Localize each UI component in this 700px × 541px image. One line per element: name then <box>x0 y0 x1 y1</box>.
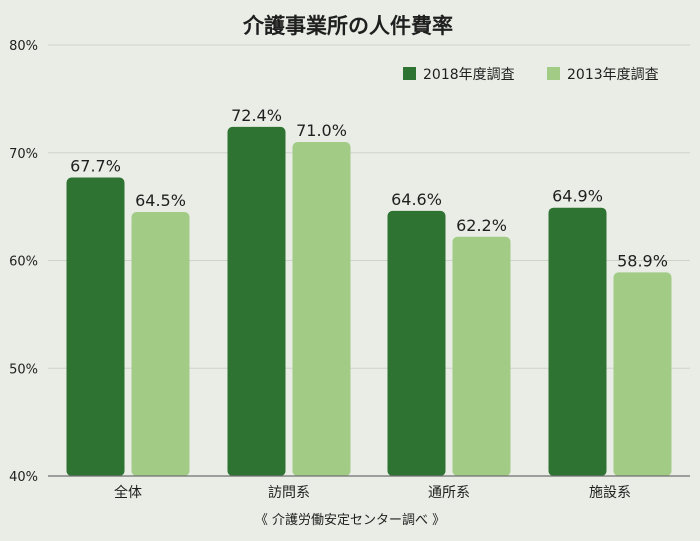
data-label: 67.7% <box>70 157 121 176</box>
legend-label-2013: 2013年度調査 <box>567 67 659 83</box>
y-tick-label: 50% <box>9 362 38 377</box>
legend-label-2018: 2018年度調査 <box>423 67 515 83</box>
bar-2013-2 <box>452 236 511 476</box>
bar-2018-2 <box>387 210 446 476</box>
y-tick-label: 60% <box>9 255 38 270</box>
bar-2018-3 <box>548 207 607 476</box>
bar-2018-1 <box>227 126 286 476</box>
bar-2013-1 <box>292 141 351 476</box>
chart-title: 介護事業所の人件費率 <box>242 14 453 38</box>
bars <box>66 126 672 476</box>
x-tick-label: 施設系 <box>589 485 631 501</box>
x-axis-ticks: 全体 訪問系 通所系 施設系 <box>114 484 631 501</box>
data-label: 64.9% <box>552 187 603 206</box>
x-tick-label: 通所系 <box>428 485 470 501</box>
y-tick-label: 80% <box>9 39 38 54</box>
legend: 2018年度調査 2013年度調査 <box>403 67 659 83</box>
data-label: 72.4% <box>231 106 282 125</box>
source-note: 《 介護労働安定センター調べ 》 <box>255 512 445 528</box>
bar-2013-0 <box>131 212 190 476</box>
x-tick-label: 訪問系 <box>268 485 310 501</box>
data-label: 58.9% <box>617 251 668 270</box>
bar-2018-0 <box>66 177 125 476</box>
data-labels: 67.7% 64.5% 72.4% 71.0% 64.6% 62.2% 64.9% 58.9% <box>70 106 668 270</box>
y-tick-label: 40% <box>9 470 38 485</box>
legend-swatch-2013 <box>547 67 560 80</box>
x-tick-label: 全体 <box>114 484 142 501</box>
data-label: 64.6% <box>391 190 442 209</box>
bar-2013-3 <box>613 272 672 476</box>
y-tick-label: 70% <box>9 147 38 162</box>
data-label: 64.5% <box>135 191 186 210</box>
legend-swatch-2018 <box>403 67 416 80</box>
data-label: 62.2% <box>456 216 507 235</box>
data-label: 71.0% <box>296 121 347 140</box>
y-axis-ticks: 40% 50% 60% 70% 80% <box>9 39 38 485</box>
